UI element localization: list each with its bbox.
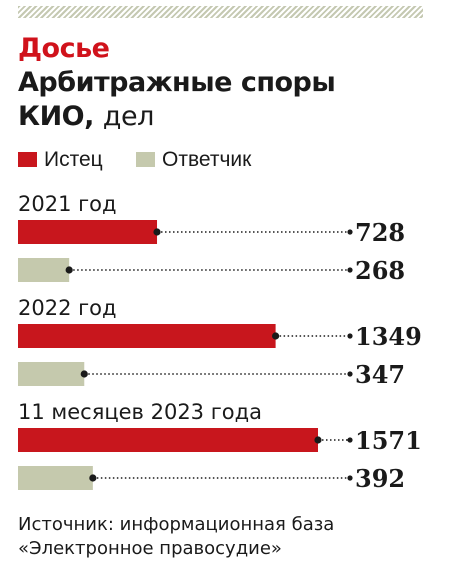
legend-item-defendant: Ответчик [136, 148, 251, 172]
source-note: Источник: информационная база «Электронн… [18, 513, 438, 561]
value-label-plaintiff-0: 728 [355, 218, 405, 247]
group-label-2: 11 месяцев 2023 года [18, 400, 262, 424]
bar-chart: 2021 год 728 268 2022 год 1349 347 11 месяцев … [18, 192, 422, 493]
leader-dot-end-defendant-0 [347, 267, 353, 273]
chart-title-line2: КИО, дел [18, 100, 438, 134]
source-line-2: «Электронное правосудие» [18, 538, 282, 559]
chart-title-kio: КИО, [18, 101, 94, 132]
legend-item-plaintiff: Истец [18, 148, 103, 172]
section-kicker: Досье [18, 33, 110, 64]
value-label-plaintiff-2: 1571 [355, 426, 422, 455]
value-label-defendant-2: 392 [355, 464, 405, 493]
decorative-band [18, 6, 423, 18]
value-label-defendant-0: 268 [355, 256, 405, 285]
bar-defendant-2 [18, 466, 93, 490]
leader-dot-end-plaintiff-1 [347, 333, 353, 339]
chart-title-line1: Арбитражные споры [18, 67, 336, 98]
leader-dot-start-plaintiff-0 [153, 228, 161, 236]
legend-label-plaintiff: Истец [44, 148, 103, 171]
legend-label-defendant: Ответчик [162, 148, 252, 171]
bar-defendant-0 [18, 258, 70, 282]
chart-unit: дел [102, 101, 155, 132]
legend-swatch-plaintiff [18, 152, 37, 167]
legend-swatch-defendant [136, 152, 155, 167]
bar-defendant-1 [18, 362, 85, 386]
source-line-1: Источник: информационная база [18, 514, 335, 535]
bar-plaintiff-2 [18, 428, 318, 452]
bar-plaintiff-0 [18, 220, 158, 244]
leader-dot-start-defendant-2 [89, 474, 97, 482]
leader-dot-end-defendant-1 [347, 371, 353, 377]
chart-title: Арбитражные споры КИО, дел [18, 66, 438, 134]
leader-dot-end-plaintiff-0 [347, 229, 353, 235]
leader-dot-end-plaintiff-2 [347, 437, 353, 443]
bar-plaintiff-1 [18, 324, 276, 348]
value-label-plaintiff-1: 1349 [355, 322, 422, 351]
leader-dot-start-plaintiff-1 [272, 332, 280, 340]
leader-dot-start-plaintiff-2 [314, 436, 322, 444]
leader-dot-end-defendant-2 [347, 475, 353, 481]
value-label-defendant-1: 347 [355, 360, 405, 389]
leader-dot-start-defendant-1 [80, 370, 88, 378]
leader-dot-start-defendant-0 [65, 266, 73, 274]
group-label-1: 2022 год [18, 296, 117, 320]
group-label-0: 2021 год [18, 192, 117, 216]
